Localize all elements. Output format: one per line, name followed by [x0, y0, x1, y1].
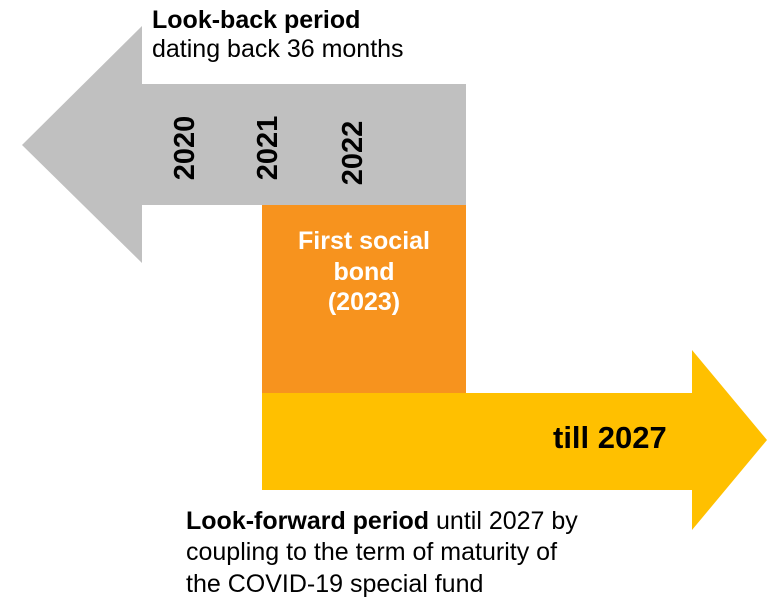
lookforward-line-2: coupling to the term of maturity of	[186, 538, 558, 567]
lookback-title: Look-back period	[152, 6, 361, 34]
forward-arrow-label: till 2027	[553, 420, 667, 455]
lookforward-line-1-rest: until 2027 by	[429, 507, 578, 535]
bond-box	[262, 205, 466, 393]
lookback-caption: Look-back period dating back 36 months	[152, 6, 404, 64]
lookforward-line-1: Look-forward period until 2027 by	[186, 506, 578, 537]
lookback-subtitle: dating back 36 months	[152, 34, 404, 63]
year-label-2022: 2022	[337, 120, 369, 186]
year-label-2021: 2021	[252, 115, 284, 181]
lookforward-caption: Look-forward period until 2027 by coupli…	[186, 506, 578, 600]
bond-label: First social bond (2023)	[262, 226, 466, 318]
lookforward-title: Look-forward period	[186, 507, 430, 535]
year-label-2020: 2020	[169, 115, 201, 181]
bond-label-line-1: First social	[298, 227, 430, 255]
lookforward-line-3: the COVID-19 special fund	[186, 569, 484, 598]
lookback-arrow	[22, 26, 466, 263]
bond-label-line-2: bond	[333, 257, 395, 286]
lookforward-arrow	[262, 350, 767, 530]
bond-label-line-3: (2023)	[327, 288, 401, 316]
